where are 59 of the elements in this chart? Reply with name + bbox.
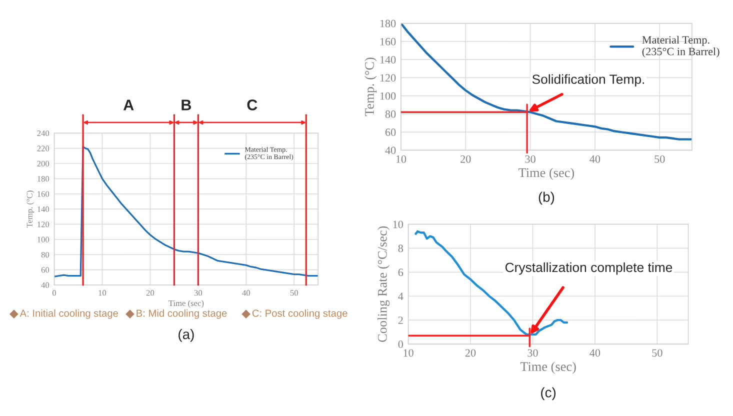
x-tick-label: 50	[290, 290, 298, 296]
y-tick-label: 220	[37, 146, 50, 152]
text: (a)	[178, 328, 194, 342]
text: A	[123, 100, 134, 110]
y-tick-label: 0	[398, 340, 403, 348]
text: (c)	[541, 387, 556, 400]
y-tick-label: 240	[37, 130, 50, 136]
y-tick-label: 100	[380, 92, 396, 100]
x-tick-label: 30	[525, 155, 536, 163]
x-tick-label: 20	[146, 290, 154, 296]
x-tick-label: 10	[98, 290, 106, 296]
y-tick-label: 2	[398, 316, 403, 324]
x-tick-label: 50	[652, 349, 662, 357]
y-tick-label: 60	[41, 267, 50, 273]
y-axis-title: Temp. (°C)	[26, 190, 34, 228]
x-tick-label: 40	[242, 290, 250, 296]
y-tick-label: 8	[398, 244, 403, 252]
y-tick-label: 10	[393, 220, 403, 228]
annotation: Solidification Temp.	[532, 74, 644, 87]
y-tick-label: 80	[41, 252, 50, 258]
x-tick-label: 50	[654, 155, 665, 163]
y-tick-label: 80	[385, 110, 396, 118]
x-axis-title: Time (sec)	[168, 300, 204, 308]
y-tick-label: 120	[38, 222, 50, 228]
text: B	[182, 100, 192, 110]
y-tick-label: 180	[38, 176, 50, 182]
x-tick-label: 20	[460, 155, 471, 163]
text: A: Initial cooling stage	[20, 309, 118, 319]
x-axis-title: Time (sec)	[518, 168, 574, 180]
text: (b)	[538, 192, 554, 205]
x-tick-label: 0	[52, 290, 56, 296]
y-tick-label: 160	[380, 38, 396, 46]
y-tick-label: 160	[38, 191, 50, 197]
y-tick-label: 40	[41, 282, 50, 288]
y-tick-label: 140	[380, 56, 396, 64]
legend-label: Material Temp. (235°C in Barrel)	[642, 36, 720, 58]
y-tick-label: 40	[385, 146, 396, 154]
annotation: Crystallization complete time	[505, 262, 672, 275]
x-tick-label: 30	[194, 290, 202, 296]
y-tick-label: 140	[38, 206, 50, 212]
text: C	[247, 100, 258, 110]
x-axis-title: Time (sec)	[520, 362, 576, 374]
y-tick-label: 100	[38, 236, 50, 242]
x-tick-label: 10	[404, 349, 414, 357]
y-tick-label: 200	[37, 160, 50, 166]
x-tick-label: 20	[465, 349, 476, 357]
x-tick-label: 40	[590, 349, 600, 357]
y-tick-label: 4	[398, 292, 404, 300]
x-tick-label: 30	[528, 349, 538, 357]
y-axis-title: Temp. (°C)	[364, 58, 377, 116]
text: B: Mid cooling stage	[136, 309, 227, 319]
y-axis-title: Cooling Rate (°C/sec)	[378, 226, 390, 342]
line-series	[54, 146, 318, 278]
y-tick-label: 180	[380, 20, 396, 28]
text: C: Post cooling stage	[252, 309, 348, 319]
x-tick-label: 40	[590, 155, 600, 163]
y-tick-label: 6	[398, 268, 404, 276]
y-tick-label: 120	[380, 74, 396, 82]
y-tick-label: 60	[385, 128, 396, 136]
